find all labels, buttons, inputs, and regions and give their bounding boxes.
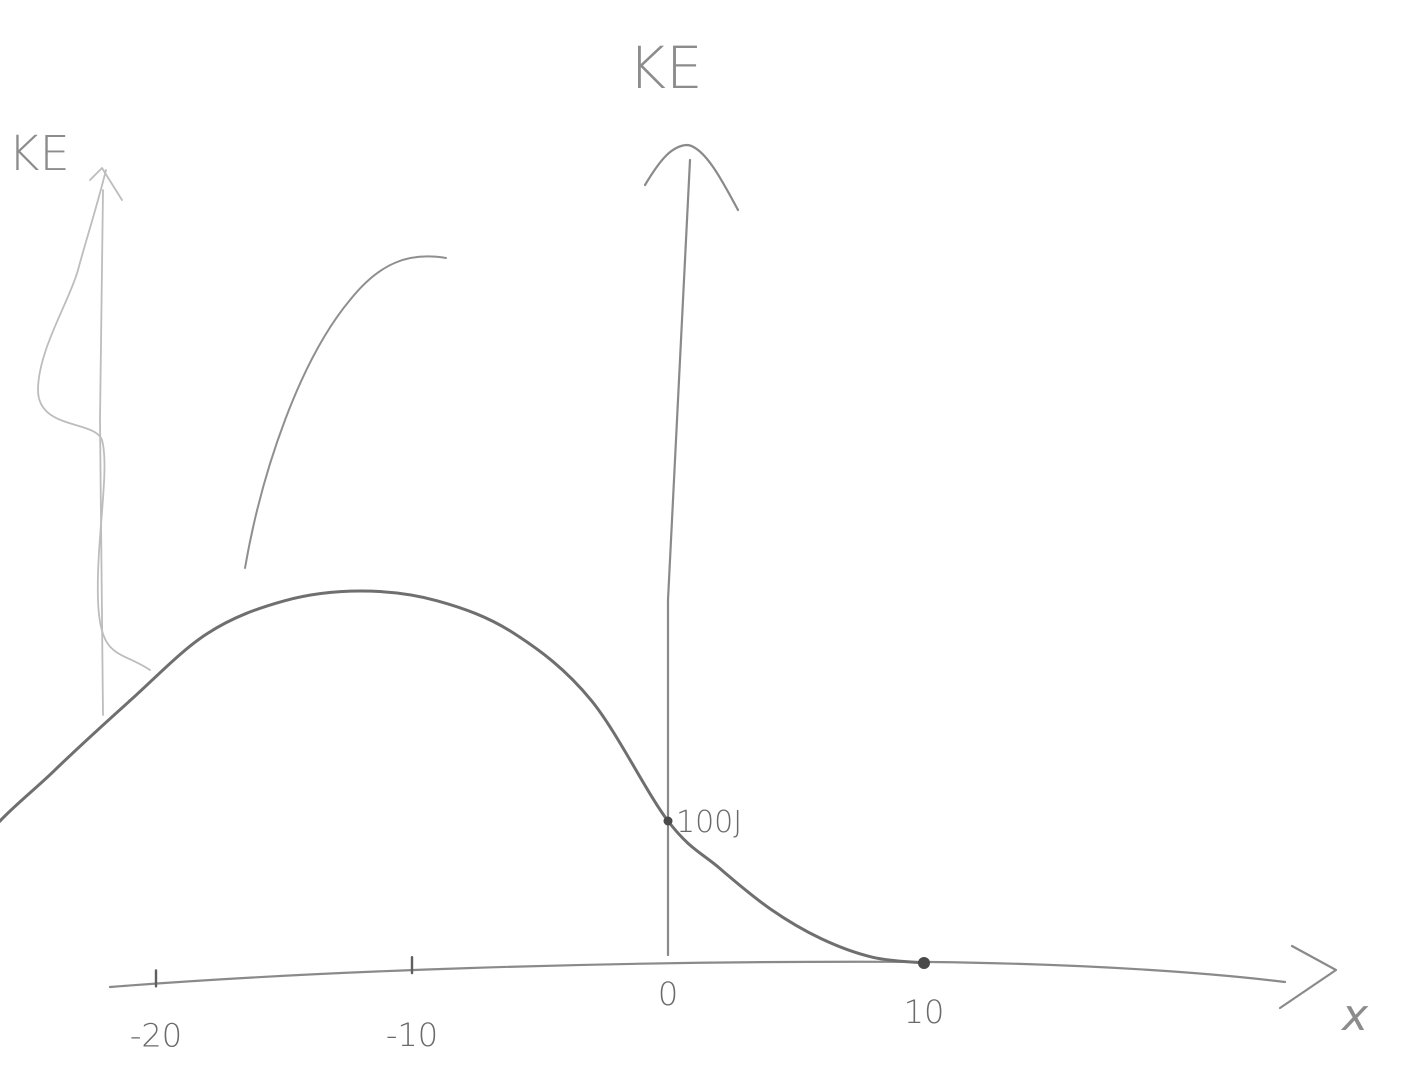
y-axis-label: KE xyxy=(628,34,703,102)
side-arrow-head xyxy=(89,167,123,201)
x-tick-label: 0 xyxy=(658,975,678,1013)
x-tick-label: -10 xyxy=(386,1016,438,1054)
annotation-100j: 100J xyxy=(676,805,742,840)
curve-overstroke xyxy=(244,255,447,569)
side-sketch: KE xyxy=(8,126,151,716)
side-ylabel: KE xyxy=(8,126,70,182)
y-axis xyxy=(666,158,692,957)
series-line-ke xyxy=(0,589,926,965)
data-point xyxy=(918,957,930,969)
data-points xyxy=(663,816,930,969)
y-axis-arrow xyxy=(643,143,740,212)
x-axis-arrow xyxy=(1278,944,1338,1010)
side-vertical-axis xyxy=(99,189,104,716)
x-tick-label: 10 xyxy=(904,993,945,1031)
x-tick-label: -20 xyxy=(130,1016,182,1054)
data-point xyxy=(663,816,673,826)
side-wavy-curve xyxy=(37,169,151,671)
x-axis-label: x xyxy=(1340,990,1369,1041)
x-axis xyxy=(108,960,1287,989)
